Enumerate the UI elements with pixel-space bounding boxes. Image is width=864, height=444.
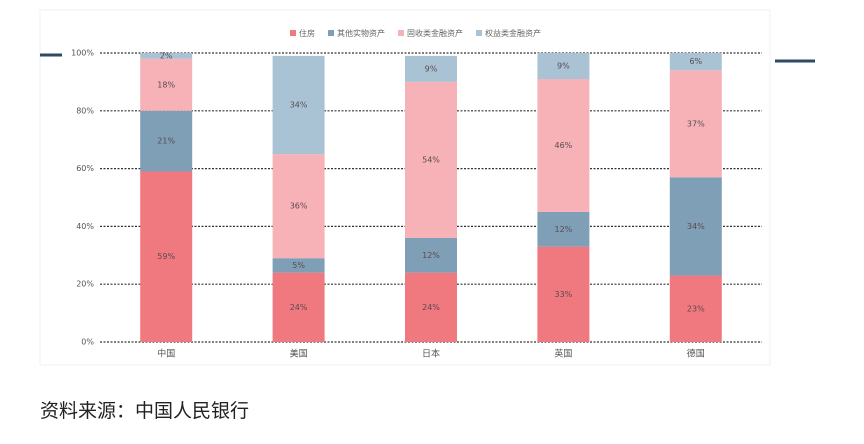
bar-segment xyxy=(537,53,590,80)
bar-segment xyxy=(669,53,722,71)
bar-segment xyxy=(669,275,722,342)
bar-segment xyxy=(140,171,193,342)
value-label: 37% xyxy=(687,119,705,128)
bar-segment xyxy=(405,81,457,238)
legend-label: 其他实物资产 xyxy=(337,28,385,38)
bar-segment xyxy=(537,79,590,212)
x-tick-label: 德国 xyxy=(687,348,705,360)
value-label: 36% xyxy=(290,202,308,211)
bar-segment xyxy=(669,70,722,178)
value-label: 54% xyxy=(422,155,440,164)
value-label: 24% xyxy=(290,303,308,312)
value-label: 24% xyxy=(422,303,440,312)
bar-segment xyxy=(272,154,325,259)
bar-segment xyxy=(405,55,457,82)
value-label: 33% xyxy=(555,290,573,299)
value-label: 34% xyxy=(290,101,308,110)
value-label: 18% xyxy=(157,80,175,89)
value-label: 12% xyxy=(555,225,573,234)
bar-segment xyxy=(272,272,325,342)
bar-segment xyxy=(405,272,457,342)
legend-swatch xyxy=(290,30,296,36)
y-tick-label: 40% xyxy=(76,222,94,231)
value-label: 12% xyxy=(422,251,440,260)
bar-segment xyxy=(140,110,193,172)
legend-swatch xyxy=(476,30,482,36)
bar-segment xyxy=(272,55,325,155)
x-tick-label: 美国 xyxy=(290,348,308,360)
value-label: 21% xyxy=(157,137,175,146)
bar-segment xyxy=(537,211,590,247)
x-tick-label: 中国 xyxy=(157,348,175,360)
value-label: 9% xyxy=(425,64,438,73)
bar-segment xyxy=(669,177,722,276)
y-tick-label: 60% xyxy=(76,164,94,173)
legend: 住房 其他实物资产 固收类金融资产 权益类金融资产 xyxy=(290,28,541,38)
chart: 住房 其他实物资产 固收类金融资产 权益类金融资产 0% 20% 40% 60% 80% 100… xyxy=(39,9,815,366)
y-tick-label: 20% xyxy=(76,280,94,289)
bar-segment xyxy=(140,53,193,59)
legend-label: 权益类金融资产 xyxy=(485,28,541,38)
bar-segment xyxy=(405,237,457,273)
x-tick-label: 英国 xyxy=(554,348,572,360)
source-note: 资料来源：中国人民银行 xyxy=(40,400,250,422)
bar-segment xyxy=(140,58,193,111)
y-tick-label: 80% xyxy=(76,106,94,115)
value-label: 5% xyxy=(292,261,305,270)
x-tick-label: 日本 xyxy=(422,348,440,360)
y-tick-label: 0% xyxy=(81,338,94,347)
legend-swatch xyxy=(328,30,334,36)
legend-swatch xyxy=(398,30,404,36)
value-label: 59% xyxy=(157,252,175,261)
y-tick-label: 100% xyxy=(71,49,94,58)
bar-segment xyxy=(272,258,325,273)
legend-label: 住房 xyxy=(299,28,315,38)
bar-segment xyxy=(537,246,590,342)
legend-label: 固收类金融资产 xyxy=(407,28,463,38)
value-label: 2% xyxy=(160,51,173,60)
value-label: 9% xyxy=(557,62,570,71)
value-label: 23% xyxy=(687,304,705,313)
value-label: 6% xyxy=(689,57,702,66)
value-label: 34% xyxy=(687,222,705,231)
value-label: 46% xyxy=(555,141,573,150)
